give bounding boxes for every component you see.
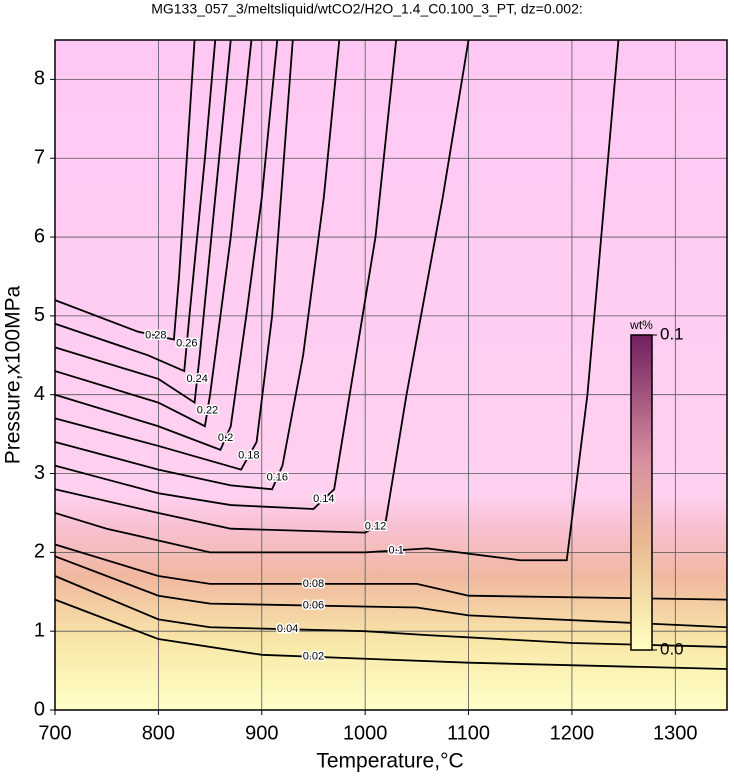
y-tick-label: 7 — [34, 147, 45, 169]
y-tick-label: 3 — [34, 462, 45, 484]
contour-line — [54, 39, 217, 373]
x-tick-label: 1300 — [653, 722, 698, 744]
chart-title: MG133_057_3/meltsliquid/wtCO2/H2O_1.4_C0… — [151, 1, 583, 17]
contour-line — [54, 39, 470, 534]
y-tick-label: 2 — [34, 541, 45, 563]
x-tick-label: 800 — [142, 722, 175, 744]
contour-label: 0.1 — [389, 544, 404, 556]
contour-label: 0.16 — [267, 471, 288, 483]
y-axis-label: Pressure,x100MPa — [2, 285, 25, 464]
plot-frame — [54, 39, 728, 711]
x-axis-label: Temperature,°C — [316, 750, 463, 773]
contour-label: 0.08 — [303, 578, 324, 590]
contour-line — [54, 39, 341, 491]
contour-line — [54, 39, 196, 341]
contour-line — [54, 39, 398, 510]
contour-label: 0.12 — [365, 521, 386, 533]
x-tick-label: 900 — [245, 722, 278, 744]
x-tick-label: 700 — [38, 722, 71, 744]
contour-line — [54, 39, 294, 471]
contour-line — [54, 39, 232, 405]
contour-label: 0.02 — [303, 651, 324, 663]
contour-label: 0.24 — [186, 373, 207, 385]
x-tick-label: 1200 — [550, 722, 595, 744]
y-tick-label: 8 — [34, 68, 45, 90]
contour-line — [54, 598, 728, 670]
contour-line — [54, 575, 728, 648]
colorbar-tick-label: 0.0 — [660, 639, 684, 658]
contour-label: 0.22 — [197, 404, 218, 416]
y-tick-label: 4 — [34, 383, 45, 405]
y-tick-label: 5 — [34, 304, 45, 326]
contour-label: 0.06 — [303, 599, 324, 611]
contour-line — [54, 555, 728, 629]
plot-background — [55, 40, 727, 710]
contour-label: 0.2 — [218, 432, 233, 444]
y-tick-label: 1 — [34, 619, 45, 641]
contour-label: 0.28 — [145, 329, 166, 341]
contour-label: 0.04 — [277, 623, 298, 635]
contour-label: 0.14 — [313, 493, 334, 505]
x-tick-label: 1000 — [343, 722, 388, 744]
y-tick-label: 6 — [34, 225, 45, 247]
colorbar-label: wt% — [629, 318, 653, 332]
x-tick-label: 1100 — [447, 722, 490, 744]
contour-line — [54, 39, 279, 452]
contour-label: 0.18 — [238, 450, 259, 462]
contour-label: 0.26 — [176, 337, 197, 349]
colorbar-tick-label: 0.1 — [660, 324, 684, 343]
colorbar — [630, 334, 653, 651]
contour-line — [54, 39, 620, 562]
y-tick-label: 0 — [34, 698, 45, 720]
contour-line — [54, 543, 728, 601]
contour-line — [54, 39, 253, 428]
